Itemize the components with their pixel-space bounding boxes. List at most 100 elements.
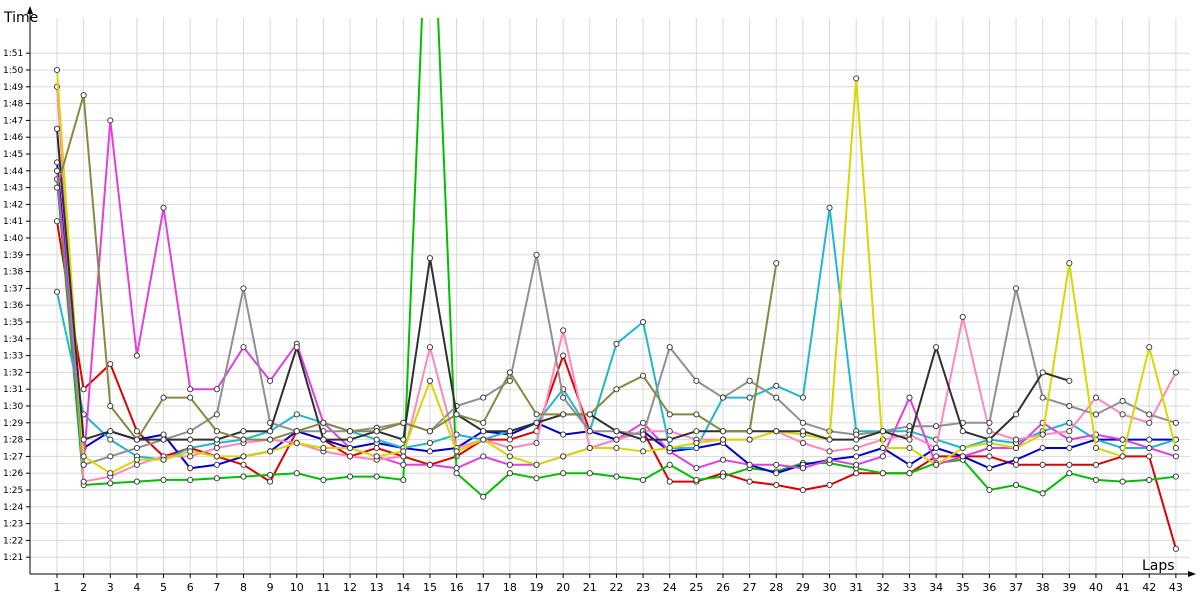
data-point [560,394,567,401]
y-tick-label: 1:45 [3,150,23,160]
data-point [640,419,647,426]
x-tick-label: 3 [107,581,114,594]
data-point [267,428,274,435]
data-point [480,436,487,443]
x-tick-label: 16 [450,581,464,594]
y-tick-label: 1:39 [3,251,23,261]
data-point [879,444,886,452]
data-point [80,386,87,393]
data-point [1119,478,1126,485]
data-point [346,444,354,452]
data-point [666,444,673,452]
x-tick-label: 7 [213,581,220,594]
data-point [80,92,87,99]
data-point [293,428,300,435]
data-point [1039,394,1046,401]
data-point [719,394,727,401]
data-point [160,431,167,438]
data-point [107,117,114,124]
x-tick-label: 4 [133,581,140,594]
data-point [506,461,513,468]
data-point [586,411,593,418]
data-point [480,453,487,460]
data-point [1066,461,1073,468]
data-point [560,431,567,438]
data-point [1146,476,1153,483]
data-point [426,461,434,468]
y-tick-label: 1:50 [3,66,23,76]
data-point [560,411,567,418]
y-tick-label: 1:51 [3,49,23,59]
data-point [53,288,61,295]
x-tick-label: 34 [929,581,943,594]
data-point [959,453,966,460]
data-point [613,473,620,480]
data-point [1012,411,1020,418]
data-point [133,444,140,452]
data-point [1092,411,1100,418]
data-point [986,419,993,426]
data-point [746,461,753,468]
data-point [533,461,540,468]
data-point [799,465,806,472]
data-point [373,453,380,460]
data-point [719,436,727,443]
data-point [133,436,140,443]
data-point [1119,411,1126,418]
data-point [400,461,407,468]
data-point [506,436,513,443]
y-tick-labels: 1:21 1:22 1:23 1:24 1:25 1:26 1:27 1:28 1:29 1:30… [3,49,23,563]
x-tick-label: 9 [267,581,274,594]
data-point [373,436,380,443]
data-point [906,444,913,452]
data-point [453,470,460,477]
data-point [613,386,620,393]
data-point [320,419,327,426]
data-point [640,372,647,379]
x-tick-label: 29 [796,581,810,594]
y-tick-label: 1:31 [3,385,23,395]
data-point [560,327,567,334]
data-point [1012,481,1020,489]
data-point [1172,453,1179,460]
data-point [453,431,460,438]
x-tick-label: 24 [663,581,677,594]
data-point [240,473,247,480]
data-point [1172,369,1179,376]
data-point [346,473,354,480]
x-tick-label: 42 [1142,581,1156,594]
data-point [480,493,487,500]
y-tick-label: 1:48 [3,100,23,110]
data-point [267,471,274,478]
data-point [1066,428,1073,435]
data-point [1092,461,1100,468]
x-tick-label: 15 [423,581,437,594]
data-point [213,461,220,468]
data-point [53,218,61,225]
x-tick-label: 36 [982,581,996,594]
data-point [187,453,194,460]
series-group [53,18,1179,552]
data-point [53,125,61,132]
data-point [826,436,833,443]
data-point [240,428,247,435]
data-point [1119,453,1126,460]
data-point [986,436,993,443]
data-point [107,453,114,460]
x-axis-title: Laps [1142,558,1175,574]
data-point [1039,490,1046,497]
data-point [773,428,780,435]
data-point [240,344,247,351]
x-tick-label: 18 [503,581,517,594]
data-point [1066,436,1073,443]
data-point [506,470,513,477]
x-tick-label: 1 [54,581,61,594]
data-point [1066,260,1073,267]
data-point [506,444,513,452]
x-tick-label: 22 [609,581,623,594]
data-point [133,352,140,359]
y-tick-label: 1:43 [3,184,23,194]
x-tick-label: 37 [1009,581,1023,594]
data-point [799,419,806,426]
